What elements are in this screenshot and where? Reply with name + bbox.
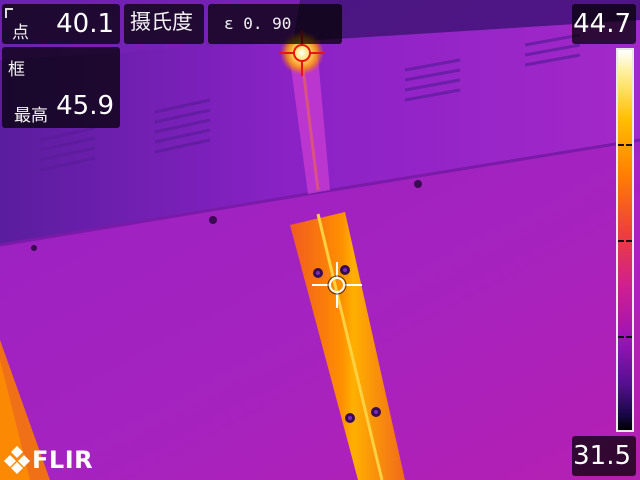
max-label: 最高: [14, 106, 48, 126]
spot-temperature-value: 40.1: [56, 9, 114, 39]
flir-logo: FLIR: [4, 444, 93, 474]
scale-min-panel[interactable]: 31.5: [572, 436, 636, 476]
frame-label: 框: [8, 60, 25, 80]
flir-logo-icon: [4, 446, 30, 474]
scale-tick: [618, 144, 624, 146]
spot-corner-icon: [5, 8, 13, 18]
emissivity-label: ε 0. 90: [224, 14, 292, 33]
max-temperature-value: 45.9: [56, 91, 114, 121]
scale-max-panel[interactable]: 44.7: [572, 4, 636, 44]
color-scale-bar: [616, 48, 634, 432]
spot-label: 点: [12, 23, 29, 43]
scale-min-value: 31.5: [573, 441, 631, 471]
scale-max-value: 44.7: [573, 9, 631, 39]
spot-meter-panel[interactable]: 点 40.1: [2, 4, 120, 44]
temperature-unit-label: 摄氏度: [130, 10, 193, 34]
scale-tick: [618, 240, 624, 242]
spot-meter-crosshair: [312, 262, 362, 308]
scale-tick: [626, 240, 632, 242]
temperature-unit-panel[interactable]: 摄氏度: [124, 4, 204, 44]
emissivity-panel[interactable]: ε 0. 90: [208, 4, 342, 44]
scale-tick: [626, 336, 632, 338]
scale-tick: [618, 336, 624, 338]
flir-logo-text: FLIR: [32, 446, 94, 474]
scale-tick: [626, 144, 632, 146]
frame-measurement-panel[interactable]: 框 最高 45.9: [2, 47, 120, 128]
